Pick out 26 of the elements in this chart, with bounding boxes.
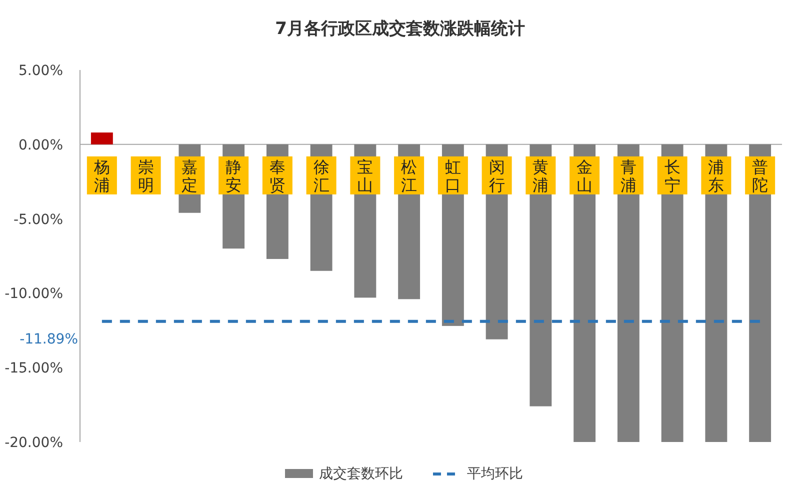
y-tick-label: -10.00% (4, 286, 63, 302)
legend-label: 成交套数环比 (319, 466, 403, 482)
x-tick-label: 杨浦 (92, 157, 110, 194)
x-tick-label: 闵行 (488, 157, 505, 194)
x-tick-label: 奉贤 (269, 157, 286, 194)
y-tick-label: -15.00% (4, 360, 63, 377)
x-tick-label: 宝山 (357, 157, 374, 194)
text: -11.89% (20, 331, 78, 348)
x-tick-label: 黄浦 (532, 157, 549, 194)
legend-label: 平均环比 (467, 466, 523, 482)
x-tick-label: 虹口 (444, 157, 461, 194)
x-tick-label: 普陀 (752, 157, 768, 194)
x-tick-label: 长宁 (664, 157, 680, 194)
x-tick-label: 金山 (576, 157, 593, 194)
x-tick-label: 静安 (226, 157, 242, 194)
y-tick-label: 0.00% (18, 137, 63, 154)
x-tick-label: 浦东 (708, 157, 724, 194)
y-tick-label: -20.00% (4, 435, 63, 451)
x-tick-label: 松江 (401, 157, 418, 194)
x-tick-label: 嘉定 (182, 157, 198, 194)
y-tick-label: -5.00% (13, 212, 63, 228)
x-tick-label: 崇明 (138, 157, 154, 194)
y-tick-label: 5.00% (18, 63, 63, 79)
x-tick-label: 徐汇 (313, 157, 330, 194)
x-tick-label: 青浦 (620, 157, 636, 194)
chart-title: 7月各行政区成交套数涨跌幅统计 (275, 19, 525, 39)
